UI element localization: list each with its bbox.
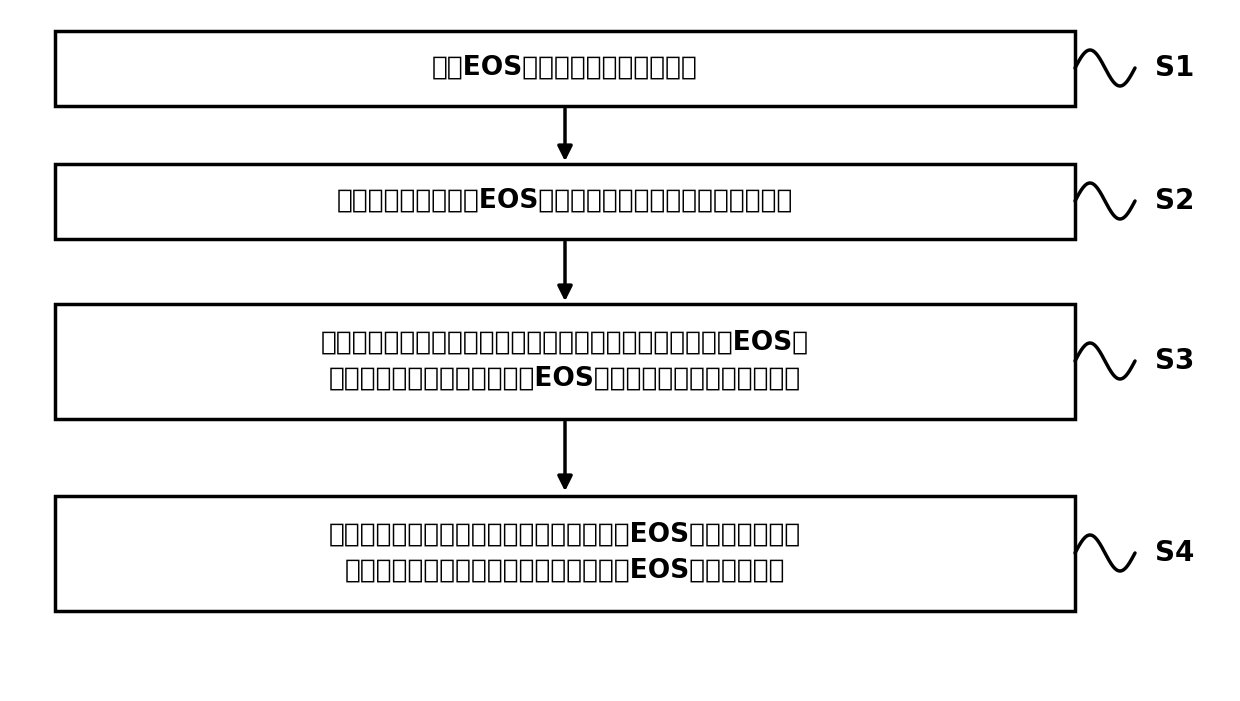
Text: 利用所述最优控制参数重构反射信号，并从EOS系统测量波形中
扣除重构的反射信号，从而得到修正后的EOS系统测量波形: 利用所述最优控制参数重构反射信号，并从EOS系统测量波形中 扣除重构的反射信号，… <box>329 522 801 584</box>
FancyBboxPatch shape <box>55 304 1075 418</box>
Text: S2: S2 <box>1154 187 1194 215</box>
Text: 将最小二乘算法结合到高斯函数拟合过程中，拟合出最通近EOS系
统实际测量波形的曲线，得到EOS系统测量波形的最优控制参数: 将最小二乘算法结合到高斯函数拟合过程中，拟合出最通近EOS系 统实际测量波形的曲… <box>321 330 808 392</box>
FancyBboxPatch shape <box>55 31 1075 105</box>
Text: 采用高斯函数拟合出EOS系统测量波形中的主信号和反射信号: 采用高斯函数拟合出EOS系统测量波形中的主信号和反射信号 <box>337 188 794 214</box>
Text: 确定EOS系统测量波形的数学模型: 确定EOS系统测量波形的数学模型 <box>432 55 698 81</box>
Text: S3: S3 <box>1154 347 1194 375</box>
FancyBboxPatch shape <box>55 496 1075 611</box>
FancyBboxPatch shape <box>55 163 1075 238</box>
Text: S4: S4 <box>1154 539 1194 567</box>
Text: S1: S1 <box>1154 54 1194 82</box>
